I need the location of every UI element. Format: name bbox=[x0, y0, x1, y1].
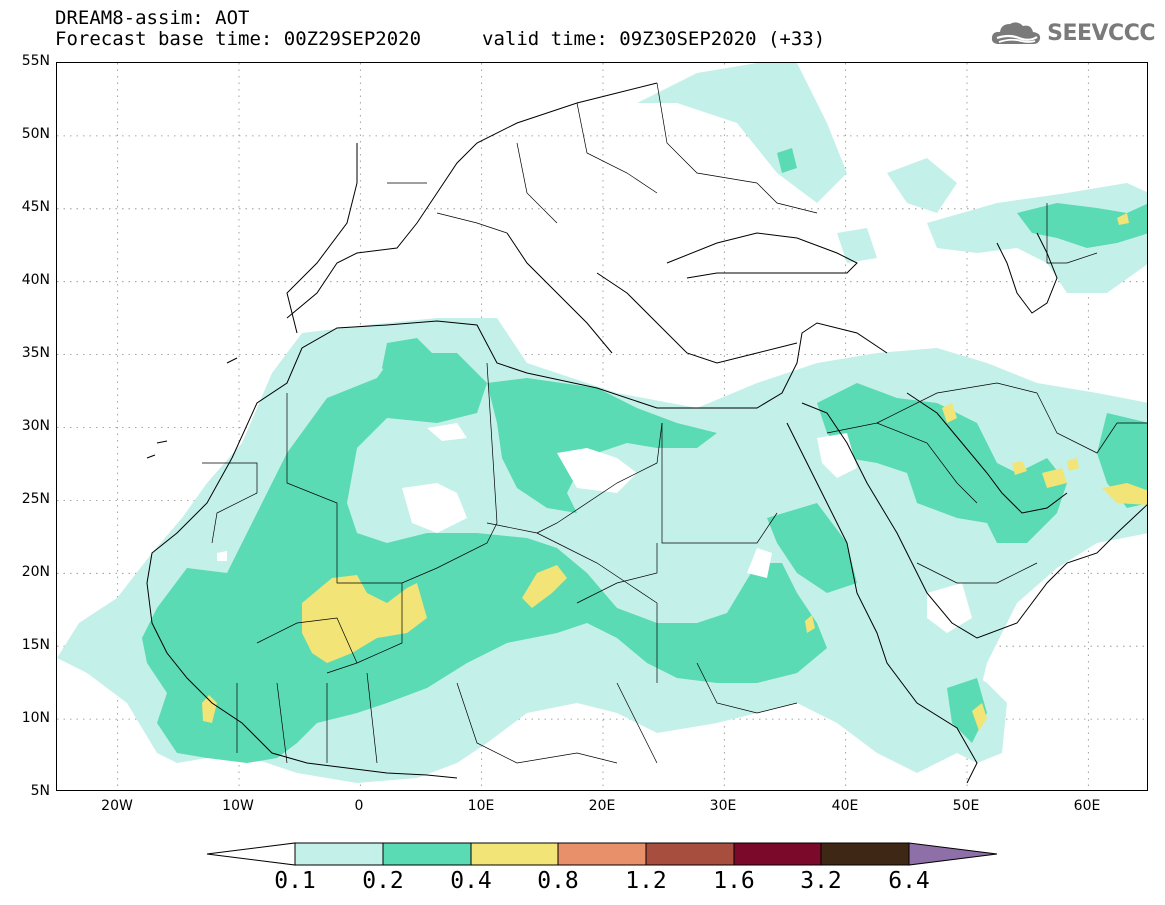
lat-label: 50N bbox=[21, 126, 50, 142]
colorbar-label: 0.1 bbox=[274, 868, 316, 894]
logo-text: SEEVCCC bbox=[1047, 20, 1155, 46]
colorbar-label: 0.2 bbox=[362, 868, 404, 894]
lat-label: 15N bbox=[21, 637, 50, 653]
colorbar-label: 0.4 bbox=[450, 868, 492, 894]
valid-time: valid time: 09Z30SEP2020 (+33) bbox=[482, 28, 826, 50]
lon-label: 30E bbox=[709, 798, 737, 814]
colorbar-segment-0.2-0.4 bbox=[382, 842, 472, 866]
lat-label: 45N bbox=[21, 199, 50, 215]
colorbar-segment-lower-triangle bbox=[206, 842, 296, 866]
lat-label: 5N bbox=[30, 783, 50, 799]
lon-label: 20W bbox=[101, 798, 133, 814]
colorbar-label: 3.2 bbox=[800, 868, 842, 894]
colorbar-label: 1.2 bbox=[625, 868, 667, 894]
seevccc-logo: SEEVCCC bbox=[989, 18, 1155, 48]
cloud-icon bbox=[992, 22, 1041, 44]
map-title: DREAM8-assim: AOT bbox=[55, 7, 250, 29]
colorbar-label: 1.6 bbox=[713, 868, 755, 894]
lat-label: 40N bbox=[21, 272, 50, 288]
coastlines bbox=[146, 82, 1147, 784]
colorbar-segment-0.8-1.2 bbox=[557, 842, 647, 866]
colorbar-segment-1.6-3.2 bbox=[733, 842, 822, 866]
lon-label: 10W bbox=[222, 798, 254, 814]
lon-label: 0 bbox=[354, 798, 364, 814]
forecast-base-time: Forecast base time: 00Z29SEP2020 bbox=[55, 28, 422, 50]
lon-label: 40E bbox=[831, 798, 859, 814]
lat-label: 55N bbox=[21, 53, 50, 69]
lat-label: 30N bbox=[21, 418, 50, 434]
colorbar-segment-1.2-1.6 bbox=[645, 842, 735, 866]
lon-label: 10E bbox=[467, 798, 495, 814]
colorbar-label: 6.4 bbox=[888, 868, 930, 894]
colorbar bbox=[206, 842, 998, 866]
colorbar-segment-0.1-0.2 bbox=[294, 842, 384, 866]
lat-label: 25N bbox=[21, 491, 50, 507]
aot-map bbox=[56, 62, 1148, 791]
lat-label: 35N bbox=[21, 345, 50, 361]
lat-label: 10N bbox=[21, 710, 50, 726]
map-canvas bbox=[57, 63, 1147, 790]
lon-label: 20E bbox=[588, 798, 616, 814]
aot-low-areas bbox=[217, 423, 972, 633]
colorbar-segment-3.2-6.4 bbox=[820, 842, 910, 866]
aot-contour-0.4 bbox=[202, 213, 1147, 731]
country-borders bbox=[202, 82, 1147, 764]
colorbar-segment-upper-triangle bbox=[908, 842, 998, 866]
lon-label: 50E bbox=[952, 798, 980, 814]
lon-label: 60E bbox=[1073, 798, 1101, 814]
colorbar-segment-0.4-0.8 bbox=[470, 842, 559, 866]
lat-label: 20N bbox=[21, 564, 50, 580]
colorbar-label: 0.8 bbox=[537, 868, 579, 894]
